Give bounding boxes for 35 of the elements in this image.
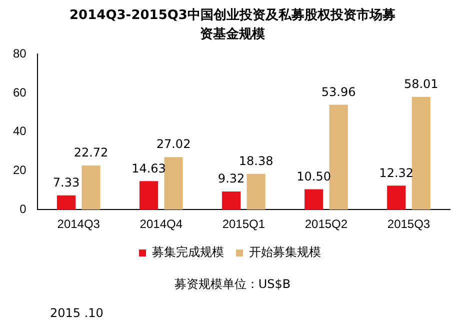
x-tick-label: 2014Q3	[57, 217, 100, 232]
y-tick-label: 20	[12, 163, 27, 178]
bar	[412, 96, 430, 210]
text: 27.02	[156, 137, 191, 152]
bar	[56, 195, 76, 210]
bar	[304, 189, 324, 210]
y-tick-label: 40	[12, 124, 27, 138]
x-tick-label: 2015Q1	[222, 217, 266, 232]
text: 7.33	[52, 175, 80, 190]
chart-title: 2014Q3-2015Q3中国创业投资及私募股权投资市场募资基金规模	[68, 6, 396, 44]
text: 53.96	[321, 84, 356, 99]
text: 18.38	[238, 154, 274, 168]
bar	[139, 181, 158, 210]
bar	[82, 165, 100, 210]
text: 募资规模单位：US$B	[173, 276, 292, 293]
x-tick-label: 2015Q2	[304, 217, 348, 232]
y-tick-label: 60	[12, 85, 27, 100]
x-tick-label: 2014Q4	[140, 217, 183, 232]
y-tick-label: 0	[20, 202, 27, 216]
text: 10.50	[296, 169, 332, 184]
x-tick-label: 2015Q3	[387, 217, 430, 232]
bar	[246, 174, 266, 210]
legend-label: 开始募集规模	[249, 245, 321, 260]
text: 22.72	[74, 146, 108, 160]
bar	[164, 157, 183, 210]
bar	[329, 104, 348, 210]
bar	[387, 186, 406, 210]
text: 12.32	[379, 166, 414, 180]
legend-label: 募集完成规模	[152, 245, 224, 260]
y-tick-label: 80	[12, 46, 27, 61]
bar	[222, 191, 241, 210]
text: 14.63	[132, 161, 166, 176]
text: 58.01	[404, 77, 438, 92]
text: 9.32	[218, 172, 245, 186]
text: 2015 .10	[50, 306, 104, 320]
